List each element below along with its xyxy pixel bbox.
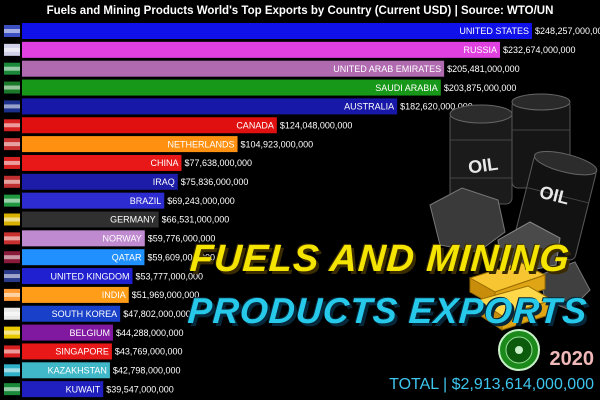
value-label: $182,620,000,000 bbox=[400, 102, 473, 112]
value-label: $44,288,000,000 bbox=[116, 328, 184, 338]
category-label: QATAR bbox=[112, 252, 142, 262]
bar bbox=[22, 211, 159, 228]
flag-stripe bbox=[4, 387, 20, 392]
value-label: $59,776,000,000 bbox=[148, 234, 216, 244]
category-label: NORWAY bbox=[102, 234, 141, 244]
flag-stripe bbox=[4, 349, 20, 354]
category-label: IRAQ bbox=[153, 177, 175, 187]
bar bbox=[22, 305, 121, 322]
flag-stripe bbox=[4, 330, 20, 335]
flag-stripe bbox=[4, 236, 20, 241]
value-label: $205,481,000,000 bbox=[447, 64, 520, 74]
value-label: $75,836,000,000 bbox=[181, 177, 249, 187]
bar bbox=[22, 324, 113, 341]
value-label: $203,875,000,000 bbox=[444, 83, 517, 93]
bar bbox=[22, 173, 178, 190]
category-label: BRAZIL bbox=[130, 196, 162, 206]
bar bbox=[22, 343, 112, 360]
category-label: UNITED ARAB EMIRATES bbox=[333, 64, 441, 74]
bar-chart: UNITED STATES $248,257,000,000 RUSSIA $232,… bbox=[4, 23, 600, 398]
value-label: $51,969,000,000 bbox=[132, 290, 200, 300]
chart-title: Fuels and Mining Products World's Top Ex… bbox=[0, 0, 600, 22]
headline-line1: FUELS AND MINING bbox=[188, 238, 572, 280]
flag-stripe bbox=[4, 85, 20, 90]
flag-stripe bbox=[4, 292, 20, 297]
flag-stripe bbox=[4, 104, 20, 109]
bar bbox=[22, 381, 104, 398]
flag-stripe bbox=[4, 311, 20, 316]
value-label: $53,777,000,000 bbox=[135, 271, 203, 281]
bar bbox=[22, 268, 133, 285]
category-label: KAZAKHSTAN bbox=[48, 366, 107, 376]
value-label: $47,802,000,000 bbox=[123, 309, 191, 319]
category-label: NETHERLANDS bbox=[168, 139, 235, 149]
category-label: AUSTRALIA bbox=[344, 102, 394, 112]
value-label: $43,769,000,000 bbox=[115, 347, 183, 357]
category-label: SOUTH KOREA bbox=[52, 309, 118, 319]
flag-stripe bbox=[4, 198, 20, 203]
category-label: CANADA bbox=[236, 120, 274, 130]
category-label: UNITED STATES bbox=[459, 26, 529, 36]
flag-stripe bbox=[4, 274, 20, 279]
bar bbox=[22, 362, 110, 379]
flag-stripe bbox=[4, 123, 20, 128]
flag-stripe bbox=[4, 47, 20, 52]
category-label: CHINA bbox=[150, 158, 178, 168]
flag-stripe bbox=[4, 368, 20, 373]
category-label: GERMANY bbox=[110, 215, 156, 225]
category-label: UNITED KINGDOM bbox=[50, 271, 129, 281]
category-label: BELGIUM bbox=[69, 328, 110, 338]
value-label: $104,923,000,000 bbox=[241, 139, 314, 149]
bar bbox=[22, 249, 145, 266]
value-label: $66,531,000,000 bbox=[162, 215, 230, 225]
flag-stripe bbox=[4, 217, 20, 222]
flag-stripe bbox=[4, 160, 20, 165]
value-label: $59,609,000,000 bbox=[147, 252, 215, 262]
flag-stripe bbox=[4, 66, 20, 71]
bar bbox=[22, 41, 500, 58]
value-label: $69,243,000,000 bbox=[167, 196, 235, 206]
flag-stripe bbox=[4, 29, 20, 33]
category-label: KUWAIT bbox=[66, 384, 101, 394]
headline-line2: PRODUCTS EXPORTS bbox=[186, 290, 589, 331]
bar bbox=[22, 23, 532, 39]
category-label: RUSSIA bbox=[463, 45, 497, 55]
bar bbox=[22, 230, 145, 247]
bar bbox=[22, 192, 165, 209]
flag-stripe bbox=[4, 179, 20, 184]
value-label: $77,638,000,000 bbox=[184, 158, 252, 168]
total-label: TOTAL | $2,913,614,000,000 bbox=[389, 376, 594, 393]
bar bbox=[22, 60, 445, 77]
bar bbox=[22, 136, 238, 153]
category-label: INDIA bbox=[102, 290, 126, 300]
category-label: SINGAPORE bbox=[55, 347, 109, 357]
flag-stripe bbox=[4, 255, 20, 260]
bar bbox=[22, 117, 277, 134]
flag-stripe bbox=[4, 142, 20, 147]
value-label: $42,798,000,000 bbox=[113, 366, 181, 376]
year-label: 2020 bbox=[549, 348, 595, 370]
bar bbox=[22, 79, 441, 96]
bar bbox=[22, 154, 182, 171]
bar bbox=[22, 98, 398, 115]
value-label: $232,674,000,000 bbox=[503, 45, 576, 55]
value-label: $248,257,000,000 bbox=[535, 26, 600, 36]
bar bbox=[22, 286, 129, 303]
value-label: $39,547,000,000 bbox=[106, 384, 174, 394]
category-label: SAUDI ARABIA bbox=[375, 83, 438, 93]
value-label: $124,048,000,000 bbox=[280, 120, 353, 130]
